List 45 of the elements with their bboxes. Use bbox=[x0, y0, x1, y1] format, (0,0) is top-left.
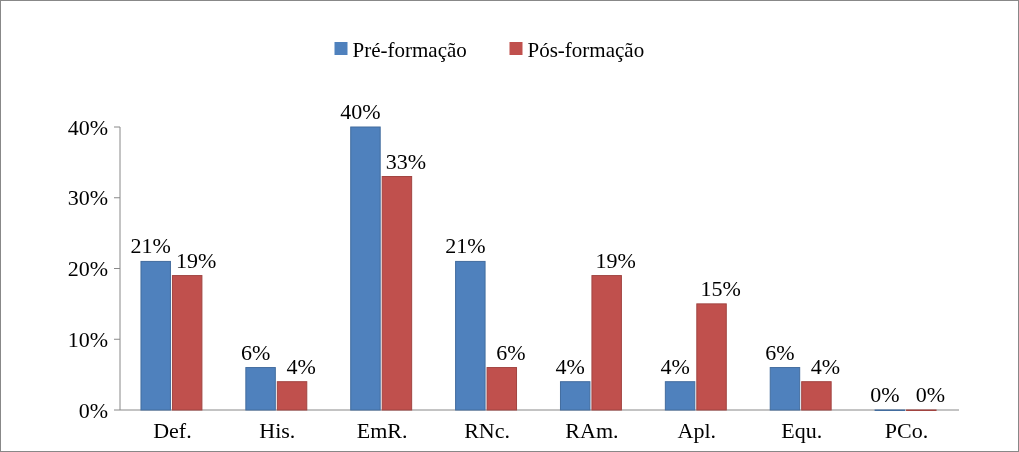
data-label: 0% bbox=[870, 382, 900, 407]
y-tick-label: 20% bbox=[67, 256, 108, 282]
data-label: 6% bbox=[765, 339, 795, 365]
data-label: 4% bbox=[286, 353, 316, 379]
bar bbox=[696, 303, 727, 411]
data-label: 33% bbox=[385, 148, 427, 174]
bar bbox=[769, 367, 801, 411]
data-label: 40% bbox=[340, 99, 381, 124]
x-tick-label: Apl. bbox=[677, 418, 717, 443]
legend-label: Pré-formação bbox=[352, 38, 467, 63]
bar bbox=[486, 367, 518, 411]
data-label: 21% bbox=[445, 233, 486, 259]
bar bbox=[801, 381, 832, 411]
bar bbox=[245, 367, 276, 411]
y-tick-label: 30% bbox=[67, 185, 108, 211]
x-tick-label: His. bbox=[259, 418, 296, 443]
bar bbox=[140, 260, 171, 411]
bar bbox=[664, 381, 696, 411]
x-tick-label: RAm. bbox=[565, 418, 619, 443]
legend-label: Pós-formação bbox=[527, 38, 645, 63]
data-label: 6% bbox=[496, 339, 526, 365]
bar bbox=[381, 176, 413, 411]
y-tick-label: 40% bbox=[67, 114, 108, 140]
bar bbox=[276, 381, 308, 411]
x-tick-label: Def. bbox=[153, 418, 192, 443]
bar bbox=[171, 275, 203, 411]
x-tick-label: PCo. bbox=[884, 418, 929, 443]
data-label: 19% bbox=[176, 247, 217, 273]
x-tick-label: Equ. bbox=[781, 418, 823, 443]
data-label: 6% bbox=[240, 339, 271, 365]
data-label: 15% bbox=[700, 275, 741, 301]
data-label: 21% bbox=[130, 233, 171, 259]
data-label: 4% bbox=[810, 353, 841, 379]
data-label: 4% bbox=[555, 353, 585, 379]
bar bbox=[559, 381, 591, 411]
bar bbox=[455, 260, 486, 411]
x-tick-label: RNc. bbox=[464, 418, 510, 443]
data-label: 0% bbox=[915, 382, 945, 407]
data-label: 19% bbox=[595, 247, 636, 273]
bar bbox=[591, 275, 622, 411]
data-label: 4% bbox=[660, 353, 690, 379]
x-tick-label: EmR. bbox=[356, 418, 408, 443]
bar bbox=[350, 126, 381, 411]
y-tick-label: 10% bbox=[67, 326, 108, 352]
y-tick-label: 0% bbox=[78, 397, 108, 423]
